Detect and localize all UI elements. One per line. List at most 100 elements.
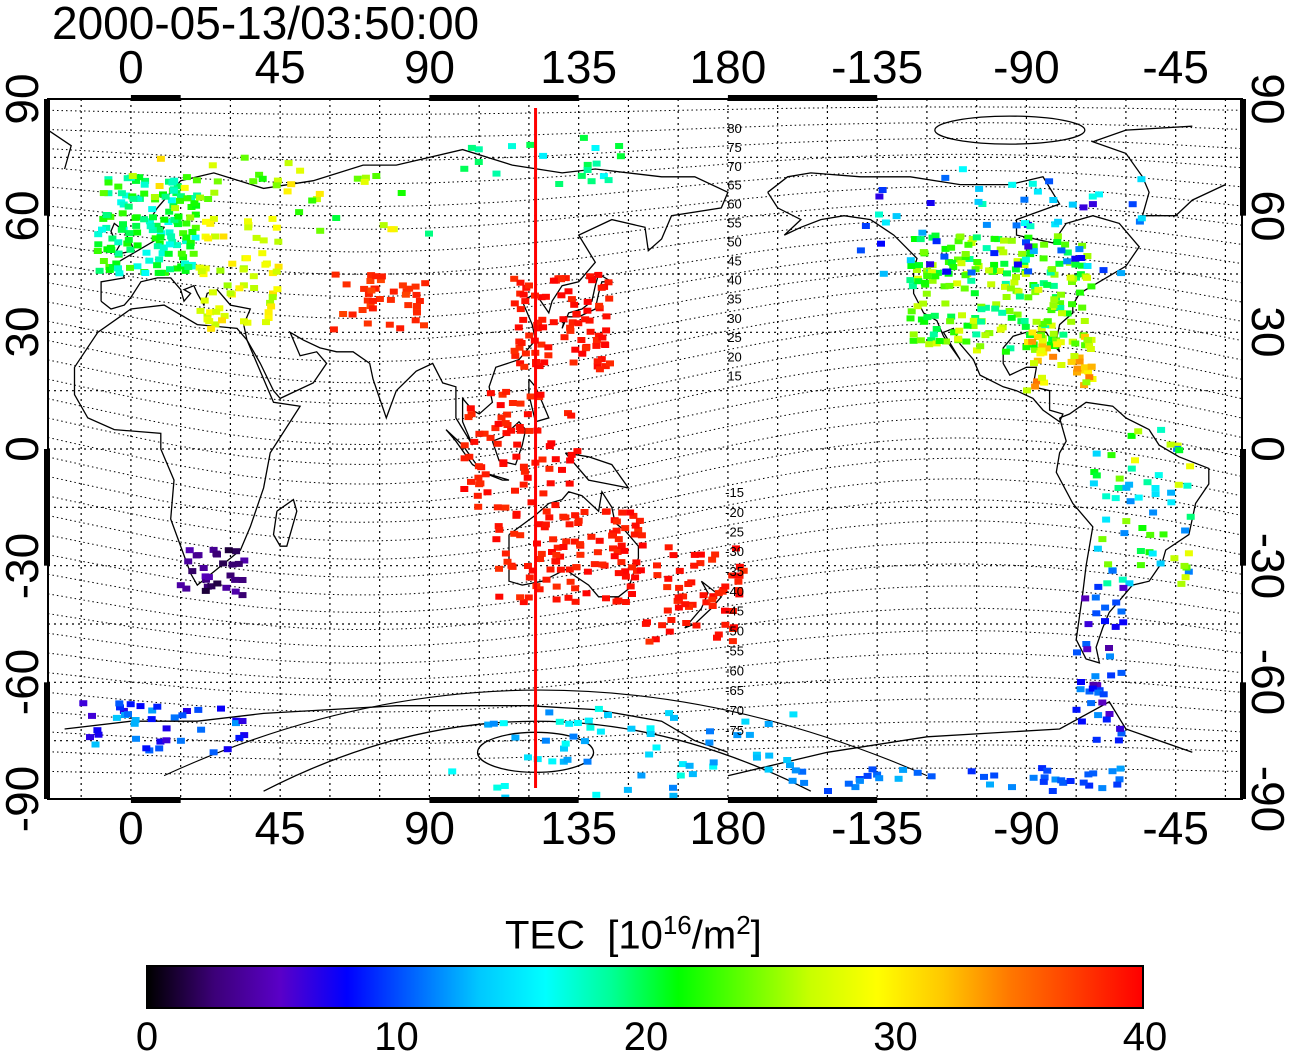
tec-sample <box>1079 204 1088 211</box>
tec-sample <box>186 214 195 221</box>
tec-sample <box>567 412 576 419</box>
tec-sample <box>222 584 231 591</box>
tec-sample <box>507 427 516 434</box>
tec-sample <box>223 282 232 289</box>
tec-sample <box>1107 672 1116 679</box>
tec-sample <box>582 590 591 597</box>
tec-sample <box>1071 261 1080 268</box>
tec-sample <box>594 705 603 712</box>
tec-sample <box>595 366 604 373</box>
tec-sample <box>367 272 376 279</box>
tec-sample <box>94 241 103 248</box>
tec-sample <box>728 572 737 579</box>
tec-sample <box>1093 545 1102 552</box>
tec-sample <box>204 574 213 581</box>
tec-sample <box>537 294 546 301</box>
tec-sample <box>204 235 213 242</box>
tec-sample <box>663 584 672 591</box>
tec-sample <box>579 134 588 141</box>
tec-sample <box>696 560 705 567</box>
tec-sample <box>638 542 647 549</box>
tec-sample <box>238 718 247 724</box>
tec-sample <box>329 326 338 333</box>
tec-sample <box>1045 178 1054 185</box>
tec-sample <box>122 192 131 199</box>
tec-sample <box>1024 243 1033 250</box>
tec-sample <box>1048 266 1057 273</box>
tec-sample <box>535 586 544 593</box>
tec-sample <box>1111 495 1120 502</box>
tec-sample <box>519 463 528 470</box>
tec-sample <box>295 209 304 216</box>
tec-sample <box>580 738 589 745</box>
tec-sample <box>932 326 941 332</box>
tec-sample <box>207 325 216 332</box>
tec-sample <box>264 315 273 321</box>
tec-sample <box>516 594 525 601</box>
tec-sample <box>669 792 678 799</box>
tec-sample <box>176 582 185 589</box>
tec-sample <box>1106 653 1114 660</box>
tec-sample <box>520 468 529 475</box>
tec-sample <box>721 621 730 628</box>
tec-sample <box>1038 765 1047 772</box>
tec-sample <box>1148 550 1157 557</box>
tec-sample <box>1066 778 1075 784</box>
tec-sample <box>935 338 944 344</box>
tec-sample <box>533 325 542 332</box>
tec-sample <box>170 714 179 721</box>
tec-sample <box>104 176 113 183</box>
tec-sample <box>549 536 558 543</box>
tec-sample <box>981 332 990 339</box>
tec-sample <box>181 267 190 274</box>
frame-segment <box>727 95 878 101</box>
tec-sample <box>1108 768 1117 775</box>
tec-sample <box>920 318 929 325</box>
tec-sample <box>665 628 674 635</box>
tec-sample <box>503 558 512 565</box>
tec-sample <box>114 183 123 190</box>
tec-sample <box>212 308 221 315</box>
contour-label: -55 <box>725 643 744 658</box>
tec-sample <box>517 340 526 346</box>
tec-sample <box>148 206 157 213</box>
tec-sample <box>255 171 264 178</box>
tec-sample <box>635 517 644 524</box>
tec-sample <box>135 174 144 181</box>
colorbar-tick-label: 0 <box>135 1015 159 1059</box>
tec-sample <box>201 587 210 594</box>
tec-sample <box>578 350 587 357</box>
tec-sample <box>679 593 688 600</box>
tec-sample <box>476 480 485 487</box>
tec-sample <box>511 734 520 741</box>
tec-sample <box>875 211 883 218</box>
tec-sample <box>501 420 510 427</box>
tec-sample <box>590 561 599 568</box>
tec-sample <box>1063 258 1072 265</box>
tec-sample <box>892 213 901 220</box>
tec-sample <box>273 177 282 184</box>
tec-sample <box>1157 426 1166 433</box>
tec-sample <box>1183 482 1192 489</box>
tec-sample <box>234 560 243 567</box>
tec-sample <box>367 287 376 294</box>
tec-sample <box>425 230 433 237</box>
tec-sample <box>561 275 570 282</box>
tec-sample <box>500 783 509 789</box>
tec-sample <box>525 332 534 339</box>
tec-sample <box>570 538 579 545</box>
tec-sample <box>572 310 581 317</box>
tec-sample <box>501 550 510 557</box>
tec-sample <box>977 318 986 325</box>
tec-sample <box>114 250 123 257</box>
tec-sample <box>132 177 140 184</box>
tec-sample <box>258 175 267 182</box>
tec-sample <box>1038 320 1047 327</box>
tec-sample <box>961 272 970 279</box>
tec-sample <box>567 451 576 458</box>
tec-sample <box>1026 223 1035 230</box>
tec-sample <box>524 594 533 601</box>
tec-sample <box>1138 525 1147 531</box>
tec-sample <box>269 290 277 297</box>
tec-sample <box>1057 247 1066 254</box>
